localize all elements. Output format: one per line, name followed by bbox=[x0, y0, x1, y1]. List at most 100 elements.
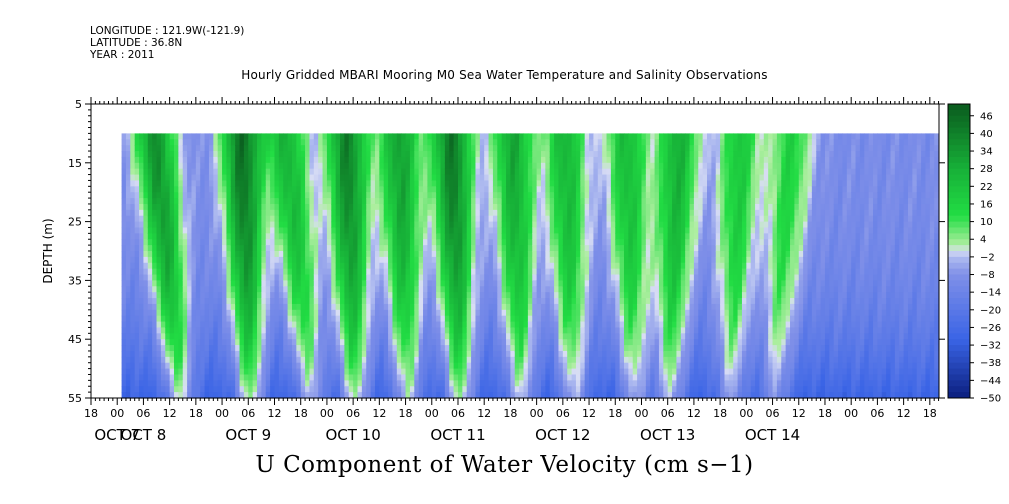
heatmap-cell bbox=[567, 198, 573, 205]
heatmap-cell bbox=[278, 386, 284, 393]
heatmap-cell bbox=[143, 374, 149, 381]
heatmap-cell bbox=[226, 186, 232, 193]
heatmap-cell bbox=[152, 280, 158, 287]
heatmap-cell bbox=[575, 262, 581, 270]
heatmap-cell bbox=[313, 133, 319, 140]
heatmap-cell bbox=[580, 321, 586, 329]
heatmap-cell bbox=[427, 209, 433, 217]
heatmap-cell bbox=[134, 209, 140, 217]
heatmap-cell bbox=[300, 145, 306, 152]
heatmap-cell bbox=[414, 292, 420, 299]
heatmap-cell bbox=[396, 256, 402, 264]
heatmap-cell bbox=[388, 227, 394, 234]
heatmap-cell bbox=[239, 145, 245, 152]
heatmap-cell bbox=[431, 327, 437, 334]
heatmap-cell bbox=[125, 174, 131, 182]
heatmap-cell bbox=[510, 151, 516, 158]
heatmap-cell bbox=[427, 133, 433, 140]
heatmap-cell bbox=[567, 233, 573, 240]
heatmap-cell bbox=[265, 298, 271, 305]
heatmap-cell bbox=[449, 221, 455, 229]
heatmap-cell bbox=[536, 315, 542, 323]
heatmap-cell bbox=[139, 280, 145, 287]
heatmap-cell bbox=[449, 298, 455, 305]
heatmap-cell bbox=[335, 374, 341, 381]
heatmap-cell bbox=[545, 339, 551, 346]
heatmap-cell bbox=[226, 145, 232, 152]
heatmap-cell bbox=[519, 374, 525, 381]
heatmap-cell bbox=[554, 345, 560, 352]
heatmap-cell bbox=[457, 133, 463, 140]
heatmap-cell bbox=[165, 209, 171, 217]
heatmap-cell bbox=[370, 245, 376, 252]
heatmap-cell bbox=[300, 356, 306, 364]
heatmap-cell bbox=[309, 303, 315, 311]
heatmap-cell bbox=[366, 203, 372, 211]
heatmap-cell bbox=[195, 262, 201, 270]
heatmap-cell bbox=[431, 274, 437, 281]
heatmap-cell bbox=[506, 156, 512, 164]
heatmap-cell bbox=[423, 227, 429, 234]
heatmap-cell bbox=[471, 315, 477, 323]
heatmap-cell bbox=[169, 162, 175, 170]
heatmap-cell bbox=[182, 356, 188, 364]
heatmap-cell bbox=[222, 303, 228, 311]
heatmap-cell bbox=[462, 345, 468, 352]
heatmap-cell bbox=[230, 198, 236, 205]
heatmap-cell bbox=[318, 180, 324, 187]
heatmap-cell bbox=[283, 392, 289, 399]
heatmap-cell bbox=[492, 333, 498, 340]
heatmap-cell bbox=[431, 203, 437, 211]
heatmap-cell bbox=[152, 239, 158, 246]
heatmap-cell bbox=[506, 186, 512, 193]
heatmap-cell bbox=[506, 139, 512, 146]
heatmap-cell bbox=[418, 239, 424, 246]
heatmap-cell bbox=[178, 333, 184, 340]
heatmap-cell bbox=[427, 368, 433, 376]
heatmap-cell bbox=[558, 309, 564, 317]
heatmap-cell bbox=[479, 392, 485, 399]
heatmap-cell bbox=[200, 186, 206, 193]
heatmap-cell bbox=[484, 256, 490, 264]
heatmap-cell bbox=[567, 303, 573, 311]
heatmap-cell bbox=[453, 286, 459, 293]
heatmap-cell bbox=[471, 333, 477, 340]
heatmap-cell bbox=[440, 251, 446, 258]
heatmap-cell bbox=[165, 262, 171, 270]
heatmap-cell bbox=[261, 180, 267, 187]
heatmap-cell bbox=[344, 233, 350, 240]
heatmap-cell bbox=[191, 233, 197, 240]
heatmap-cell bbox=[191, 292, 197, 299]
heatmap-cell bbox=[239, 374, 245, 381]
heatmap-cell bbox=[497, 168, 503, 176]
heatmap-cell bbox=[370, 392, 376, 399]
heatmap-cell bbox=[143, 298, 149, 305]
heatmap-cell bbox=[147, 145, 153, 152]
heatmap-cell bbox=[488, 198, 494, 205]
heatmap-cell bbox=[549, 151, 555, 158]
heatmap-cell bbox=[479, 162, 485, 170]
heatmap-cell bbox=[283, 321, 289, 329]
heatmap-cell bbox=[549, 386, 555, 393]
heatmap-cell bbox=[488, 292, 494, 299]
heatmap-cell bbox=[331, 274, 337, 281]
heatmap-cell bbox=[213, 333, 219, 340]
heatmap-cell bbox=[575, 186, 581, 193]
heatmap-cell bbox=[152, 168, 158, 176]
heatmap-cell bbox=[125, 368, 131, 376]
heatmap-cell bbox=[545, 386, 551, 393]
heatmap-cell bbox=[540, 151, 546, 158]
heatmap-cell bbox=[597, 350, 603, 358]
heatmap-cell bbox=[554, 192, 560, 199]
heatmap-cell bbox=[567, 145, 573, 152]
heatmap-cell bbox=[222, 280, 228, 287]
heatmap-cell bbox=[514, 203, 520, 211]
heatmap-cell bbox=[510, 227, 516, 234]
heatmap-cell bbox=[160, 227, 166, 234]
heatmap-cell bbox=[519, 386, 525, 393]
heatmap-cell bbox=[593, 192, 599, 199]
heatmap-cell bbox=[204, 327, 210, 334]
heatmap-cell bbox=[130, 350, 136, 358]
heatmap-cell bbox=[484, 221, 490, 229]
heatmap-cell bbox=[200, 245, 206, 252]
